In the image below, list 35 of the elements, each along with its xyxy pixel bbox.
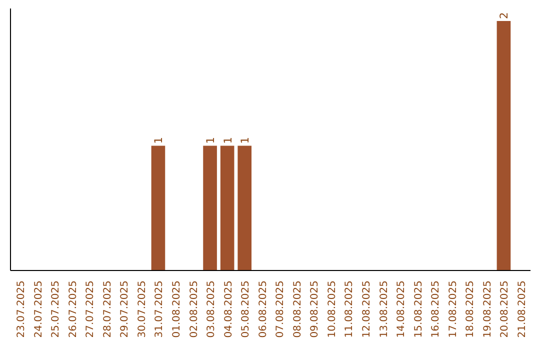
x-tick-label: 03.08.2025 [206, 280, 218, 338]
x-tick-label: 07.08.2025 [275, 280, 286, 338]
x-tick-label: 02.08.2025 [188, 280, 200, 338]
x-tick-label: 26.07.2025 [68, 280, 79, 338]
x-tick-label: 04.08.2025 [223, 280, 234, 338]
x-tick-label: 24.07.2025 [33, 280, 44, 338]
x-tick-label: 14.08.2025 [396, 280, 408, 338]
x-tick-label: 09.08.2025 [310, 280, 321, 338]
data-label: 2 [498, 12, 511, 19]
x-tick-label: 27.07.2025 [85, 280, 96, 338]
data-label: 1 [221, 136, 234, 144]
x-tick-label: 28.07.2025 [102, 280, 114, 338]
x-tick-label: 25.07.2025 [50, 280, 62, 338]
x-tick-label: 19.08.2025 [482, 280, 494, 338]
x-tick-label: 12.08.2025 [362, 280, 373, 338]
x-tick-label: 31.07.2025 [154, 280, 166, 338]
x-tick-label: 13.08.2025 [378, 280, 390, 338]
x-tick-label: 06.08.2025 [258, 280, 269, 338]
x-tick-label: 23.07.2025 [16, 280, 27, 338]
x-tick-label: 01.08.2025 [171, 280, 182, 338]
data-label: 1 [238, 136, 252, 144]
x-tick-label: 05.08.2025 [240, 280, 252, 338]
x-tick-label: 11.08.2025 [344, 280, 356, 338]
x-tick-label: 20.08.2025 [500, 280, 511, 338]
x-tick-label: 18.08.2025 [465, 280, 476, 338]
data-label: 1 [204, 136, 218, 144]
x-tick-label: 10.08.2025 [326, 280, 338, 338]
x-tick-label: 30.07.2025 [136, 280, 148, 338]
x-tick-label: 16.08.2025 [430, 280, 442, 338]
x-tick-label: 29.07.2025 [120, 280, 131, 338]
x-tick-label: 21.08.2025 [517, 280, 528, 338]
x-tick-label: 15.08.2025 [413, 280, 424, 338]
x-tick-label: 08.08.2025 [292, 280, 304, 338]
data-label: 1 [152, 136, 166, 144]
x-tick-label: 17.08.2025 [448, 280, 459, 338]
